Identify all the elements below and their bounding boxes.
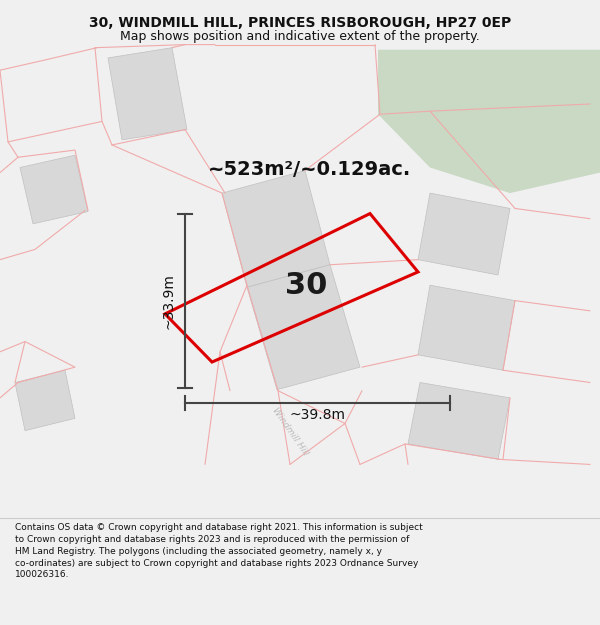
- Text: 30, WINDMILL HILL, PRINCES RISBOROUGH, HP27 0EP: 30, WINDMILL HILL, PRINCES RISBOROUGH, H…: [89, 16, 511, 30]
- Text: 30: 30: [285, 271, 328, 299]
- Text: ~33.9m: ~33.9m: [161, 272, 175, 329]
- Polygon shape: [15, 370, 75, 431]
- Polygon shape: [222, 171, 330, 288]
- Polygon shape: [418, 193, 510, 275]
- Text: ~523m²/~0.129ac.: ~523m²/~0.129ac.: [208, 160, 412, 179]
- Polygon shape: [418, 285, 515, 370]
- Text: Windmill Hill: Windmill Hill: [270, 406, 310, 458]
- Polygon shape: [378, 50, 600, 193]
- Text: Map shows position and indicative extent of the property.: Map shows position and indicative extent…: [120, 30, 480, 43]
- Polygon shape: [108, 48, 187, 140]
- Polygon shape: [20, 155, 88, 224]
- Text: ~39.8m: ~39.8m: [290, 408, 346, 422]
- Polygon shape: [247, 265, 360, 389]
- Text: Contains OS data © Crown copyright and database right 2021. This information is : Contains OS data © Crown copyright and d…: [15, 523, 423, 579]
- Polygon shape: [408, 382, 510, 459]
